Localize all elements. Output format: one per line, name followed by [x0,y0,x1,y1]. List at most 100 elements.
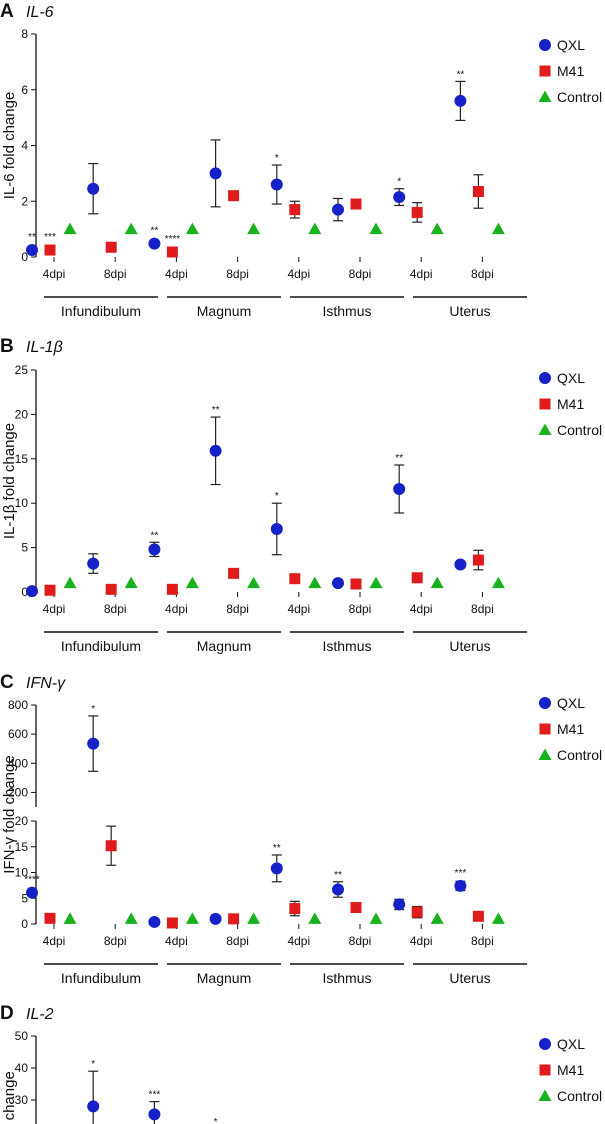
data-point-m41 [350,198,362,210]
group-label: Infundibulum [61,970,141,986]
x-tick-label: 4dpi [43,267,66,281]
legend-marker-qxl [539,372,551,384]
significance-label: ** [151,226,159,237]
y-tick-label: 0 [21,585,28,599]
y-tick-label: 10 [15,866,29,880]
legend-label-qxl: QXL [557,37,585,53]
data-point-m41 [472,185,484,197]
x-tick-label: 8dpi [226,602,249,616]
legend-marker-control [538,90,552,102]
data-point-m41 [289,573,301,585]
significance-label: *** [455,868,467,879]
y-tick-label: 800 [8,698,28,712]
x-tick-label: 8dpi [349,602,372,616]
data-point-m41 [44,584,56,596]
data-point-qxl [26,886,38,899]
significance-label: **** [165,234,181,245]
data-point-qxl [87,557,100,570]
group-label: Uterus [449,303,490,319]
data-point-m41 [105,840,117,852]
legend-label-m41: M41 [557,1062,584,1078]
data-point-control [491,222,505,235]
data-point-qxl [454,879,467,892]
x-tick-label: 8dpi [226,934,249,948]
x-tick-label: 8dpi [349,934,372,948]
significance-label: * [91,1059,95,1070]
x-tick-label: 4dpi [287,267,310,281]
legend-label-control: Control [557,1088,602,1104]
data-point-control [247,222,261,235]
data-point-m41 [166,917,178,929]
x-tick-label: 8dpi [471,267,494,281]
x-tick-label: 4dpi [165,934,188,948]
x-tick-label: 8dpi [104,602,127,616]
data-point-qxl [148,1108,161,1121]
y-tick-label: 0 [21,917,28,931]
y-tick-label: 8 [21,27,28,41]
y-axis-label: IL-6 fold change [1,92,18,200]
y-tick-label: 0 [21,250,28,264]
data-point-control [63,222,77,235]
data-point-qxl [454,558,467,571]
group-label: Isthmus [322,970,371,986]
data-point-control [124,912,138,924]
legend-label-control: Control [557,422,602,438]
data-point-control [124,576,138,589]
data-point-qxl [209,912,222,925]
x-tick-label: 4dpi [165,602,188,616]
y-tick-label: 600 [8,727,28,741]
data-point-control [491,912,505,924]
data-point-qxl [270,522,283,535]
data-point-control [185,222,199,235]
significance-label: * [397,177,401,188]
x-tick-label: 8dpi [104,934,127,948]
x-tick-label: 8dpi [104,267,127,281]
data-point-m41 [289,204,301,216]
y-tick-label: 20 [15,814,29,828]
data-point-qxl [87,1100,100,1113]
data-point-qxl [148,915,161,928]
y-axis-label: IL-1β fold change [1,423,18,539]
significance-label: ** [28,232,36,243]
data-point-qxl [209,444,222,457]
data-point-control [308,576,322,589]
y-tick-label: 2 [21,194,28,208]
panel-title: IL-2 [26,1006,54,1023]
data-point-control [369,222,383,235]
x-tick-label: 8dpi [471,934,494,948]
x-tick-label: 4dpi [410,934,433,948]
legend-label-qxl: QXL [557,1036,585,1052]
x-tick-label: 4dpi [410,267,433,281]
legend-label-m41: M41 [557,721,584,737]
data-point-m41 [472,554,484,566]
data-point-qxl [148,237,161,250]
legend-marker-m41 [539,398,551,410]
x-tick-label: 8dpi [226,267,249,281]
x-tick-label: 4dpi [165,267,188,281]
group-label: Uterus [449,970,490,986]
data-point-control [63,912,77,924]
x-tick-label: 4dpi [410,602,433,616]
significance-label: ** [395,453,403,464]
data-point-qxl [148,543,161,556]
significance-label: ** [212,405,220,416]
legend-marker-control [538,1089,552,1101]
legend-marker-m41 [539,723,551,735]
data-point-control [124,222,138,235]
legend-label-m41: M41 [557,63,584,79]
y-tick-label: 50 [15,1029,29,1043]
data-point-control [491,576,505,589]
panel-title: IFN-γ [26,675,66,692]
group-label: Magnum [197,970,251,986]
data-point-m41 [350,578,362,590]
data-point-qxl [87,182,100,195]
data-point-m41 [44,912,56,924]
group-label: Isthmus [322,638,371,654]
data-point-m41 [228,913,240,925]
x-tick-label: 8dpi [349,267,372,281]
data-point-control [369,912,383,924]
group-label: Magnum [197,638,251,654]
y-tick-label: 25 [15,363,29,377]
legend-marker-m41 [539,65,551,77]
legend-label-qxl: QXL [557,695,585,711]
